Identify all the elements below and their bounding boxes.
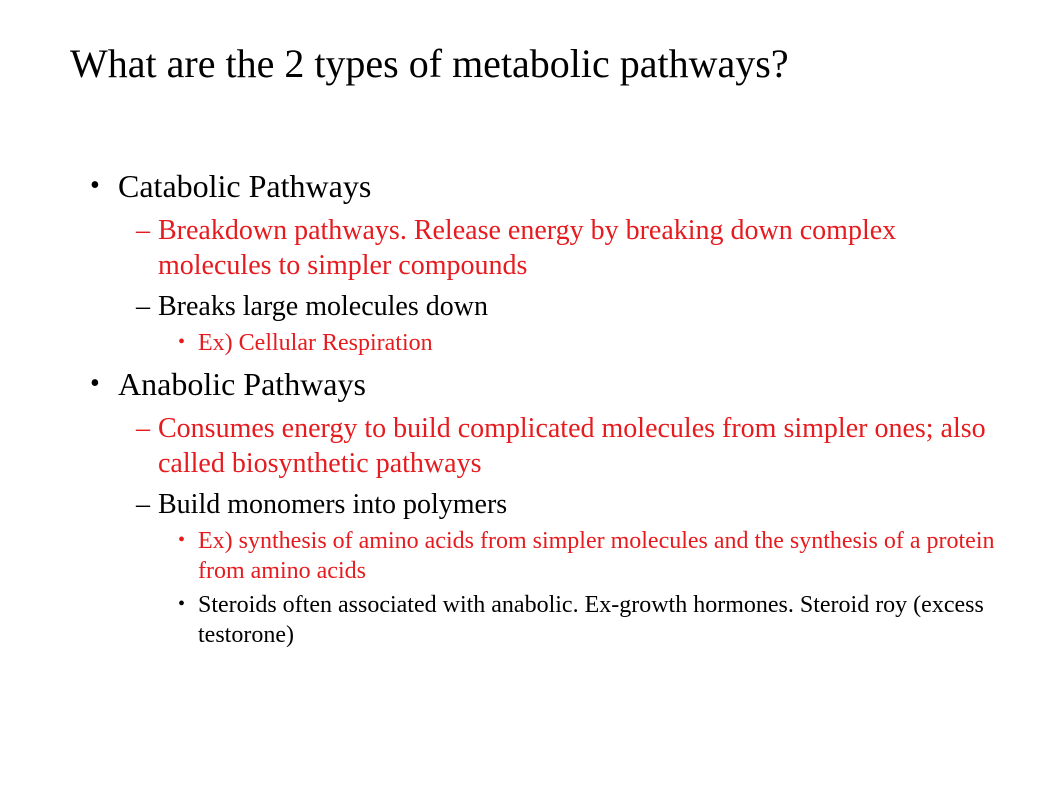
bullet-text: Anabolic Pathways — [118, 366, 366, 402]
list-item: Anabolic Pathways Consumes energy to bui… — [90, 366, 1002, 650]
list-item: Breakdown pathways. Release energy by br… — [136, 213, 1002, 283]
sub-sub-list: Ex) synthesis of amino acids from simple… — [158, 526, 1002, 650]
list-item: Catabolic Pathways Breakdown pathways. R… — [90, 168, 1002, 358]
bullet-text: Consumes energy to build complicated mol… — [158, 413, 986, 479]
bullet-text: Build monomers into polymers — [158, 489, 507, 520]
bullet-text: Steroids often associated with anabolic.… — [198, 592, 984, 648]
bullet-text: Breakdown pathways. Release energy by br… — [158, 215, 896, 281]
bullet-list: Catabolic Pathways Breakdown pathways. R… — [60, 168, 1002, 650]
bullet-text: Ex) synthesis of amino acids from simple… — [198, 528, 995, 584]
list-item: Ex) Cellular Respiration — [178, 328, 1002, 358]
list-item: Build monomers into polymers Ex) synthes… — [136, 487, 1002, 650]
bullet-text: Breaks large molecules down — [158, 291, 488, 322]
bullet-text: Catabolic Pathways — [118, 168, 371, 204]
sub-sub-list: Ex) Cellular Respiration — [158, 328, 1002, 358]
sub-list: Consumes energy to build complicated mol… — [118, 411, 1002, 650]
list-item: Consumes energy to build complicated mol… — [136, 411, 1002, 481]
bullet-text: Ex) Cellular Respiration — [198, 330, 433, 356]
list-item: Breaks large molecules down Ex) Cellular… — [136, 289, 1002, 358]
slide: What are the 2 types of metabolic pathwa… — [0, 0, 1062, 797]
sub-list: Breakdown pathways. Release energy by br… — [118, 213, 1002, 358]
list-item: Steroids often associated with anabolic.… — [178, 590, 1002, 650]
list-item: Ex) synthesis of amino acids from simple… — [178, 526, 1002, 586]
slide-title: What are the 2 types of metabolic pathwa… — [70, 40, 1002, 88]
